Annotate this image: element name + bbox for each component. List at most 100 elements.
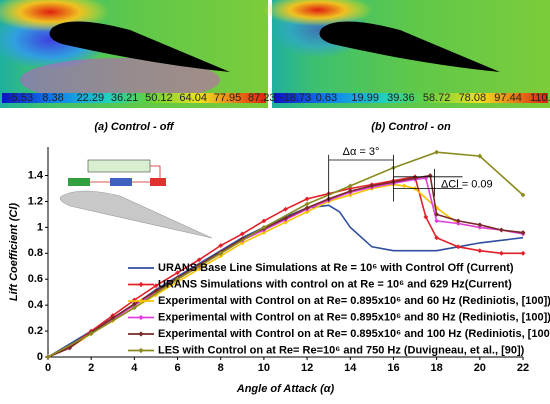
x-tick-label: 2 (88, 362, 94, 374)
colorbar-label: -18.73 (280, 92, 311, 104)
series-marker (455, 221, 461, 226)
series-marker (196, 257, 202, 263)
series-marker (520, 230, 526, 235)
series-marker (520, 250, 526, 256)
series-marker (261, 218, 267, 224)
series-marker (369, 183, 375, 189)
series-marker (304, 196, 310, 202)
series-marker (434, 149, 440, 155)
series-marker (239, 231, 245, 237)
y-tick-label: 1 (37, 221, 43, 233)
y-tick-label: 1.4 (28, 169, 44, 181)
series-marker (239, 236, 245, 242)
series-marker (455, 218, 461, 224)
series-marker (434, 218, 440, 224)
x-tick-label: 22 (517, 362, 529, 374)
colorbar-label: 58.72 (423, 92, 451, 104)
series-marker (304, 205, 310, 211)
series-marker (218, 250, 224, 256)
contour-panel-b (263, 0, 550, 108)
series-marker (283, 215, 288, 221)
y-tick-label: 0 (37, 351, 43, 363)
series-marker (283, 206, 288, 212)
x-axis-title: Angle of Attack (α) (236, 383, 335, 395)
series-marker (218, 243, 224, 248)
series-marker (347, 188, 353, 194)
legend-marker (138, 298, 144, 304)
series-marker (175, 279, 180, 285)
x-tick-label: 4 (131, 362, 138, 374)
series-marker (261, 224, 267, 230)
legend-marker (138, 281, 144, 288)
annotation: ΔCl = 0.09 (441, 179, 493, 191)
y-tick-label: 0.6 (28, 273, 43, 285)
x-tick-label: 14 (344, 362, 357, 374)
y-tick-label: 0.8 (28, 247, 43, 259)
series-marker (218, 253, 224, 259)
series-marker (455, 244, 461, 250)
x-tick-label: 18 (431, 362, 443, 374)
legend-label: URANS Simulations with control on at Re … (158, 278, 512, 290)
series-marker (131, 301, 137, 307)
series-line (47, 177, 524, 358)
series-marker (88, 331, 94, 337)
colorbar-label: 110.35 (530, 92, 550, 104)
colorbar-label: 19.99 (351, 92, 379, 104)
series-marker (520, 192, 526, 198)
x-tick-label: 10 (258, 362, 270, 374)
legend-label: Experimental with Control on at Re= 0.89… (158, 328, 550, 340)
colorbar-label: 77.95 (214, 92, 242, 104)
annotation: Δα = 3° (343, 146, 380, 158)
series-marker (283, 219, 288, 225)
colorbar-label: 0.63 (316, 92, 337, 104)
legend-marker (138, 314, 144, 321)
colorbar-label: 50.12 (145, 92, 173, 104)
lift-chart: 0 0.2 0.4 0.6 0.8 1 1.2 1.4 0 2 4 6 8 10 12 14 16 18 20 22 A… (8, 146, 550, 395)
series-marker (153, 283, 159, 289)
panel-caption: (a) Control - off (94, 121, 175, 133)
colorbar-label: 87.23 (248, 92, 276, 104)
colorbar-label: 97.44 (494, 92, 522, 104)
series-marker (175, 270, 180, 276)
series-line (47, 151, 524, 358)
series-marker (347, 183, 353, 189)
series-marker (131, 305, 137, 311)
legend-label: Experimental with Control on at Re= 0.89… (158, 311, 550, 323)
series-marker (499, 227, 504, 233)
x-tick-label: 12 (301, 362, 313, 374)
inset-diagram (59, 159, 213, 239)
y-axis-title: Lift Coefficient (Cl) (8, 203, 20, 302)
series-marker (434, 235, 440, 241)
legend-marker (138, 347, 144, 354)
colorbar-label: 8.38 (42, 92, 63, 104)
y-tick-label: 0.4 (28, 299, 44, 311)
contour-panel-a (0, 0, 268, 108)
colorbar-label: -5.53 (8, 92, 33, 104)
series-marker (304, 201, 310, 207)
series-marker (477, 224, 483, 230)
colorbar-label: 22.29 (77, 92, 105, 104)
x-tick-label: 0 (45, 362, 51, 374)
series-marker (45, 354, 51, 360)
series-marker (477, 248, 483, 254)
series-marker (153, 292, 159, 298)
legend-label: LES with Control on at Re= Re=10⁶ and 75… (158, 344, 525, 356)
series-marker (477, 222, 483, 228)
series-line (47, 175, 523, 358)
y-tick-label: 0.2 (28, 325, 43, 337)
series-marker (499, 250, 504, 256)
colorbar-label: 64.04 (179, 92, 207, 104)
colorbar-label: 78.08 (459, 92, 487, 104)
x-tick-label: 20 (474, 362, 486, 374)
series-marker (423, 214, 429, 220)
series-marker (434, 212, 440, 217)
legend-marker (138, 331, 144, 337)
panel-caption: (b) Control - on (371, 121, 451, 133)
legend-label: URANS Base Line Simulations at Re = 10⁶ … (158, 262, 514, 274)
series-marker (477, 153, 483, 159)
colorbar-label: 39.36 (387, 92, 415, 104)
x-tick-label: 16 (387, 362, 399, 374)
series-marker (175, 276, 180, 282)
x-tick-label: 6 (174, 362, 180, 374)
